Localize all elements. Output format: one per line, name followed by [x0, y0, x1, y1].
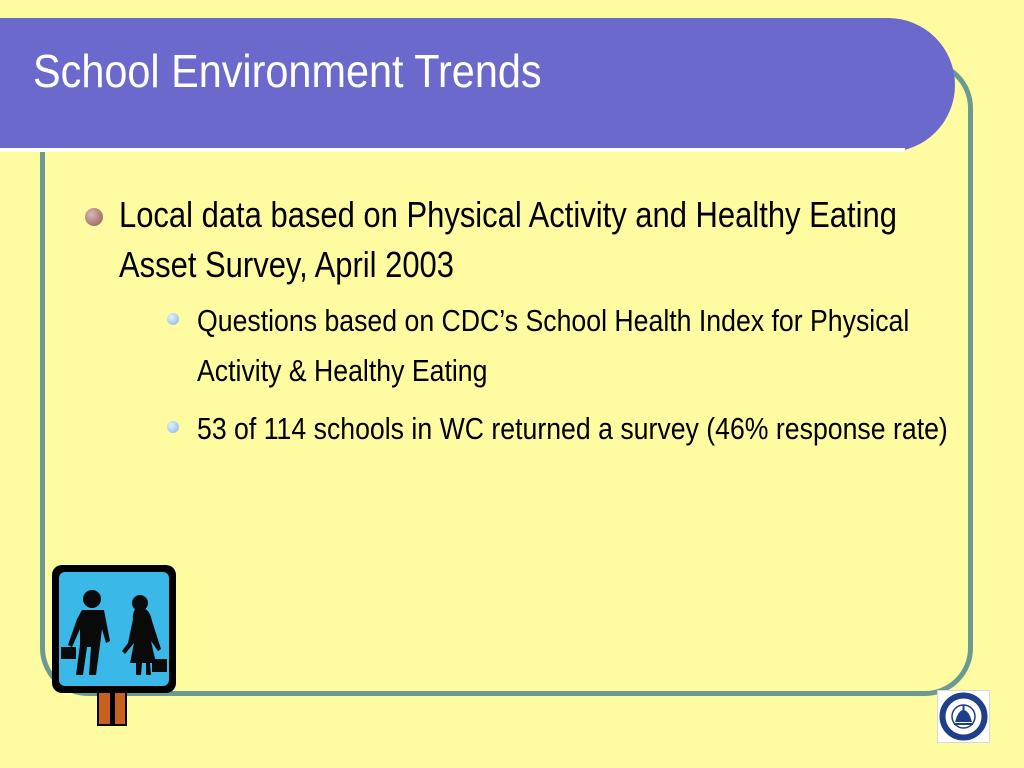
sub-bullet-item: 53 of 114 schools in WC returned a surve…	[163, 404, 975, 454]
title-band	[0, 18, 955, 152]
bullet-list: Local data based on Physical Activity an…	[85, 190, 975, 462]
sub-bullet-list: Questions based on CDC’s School Health I…	[119, 296, 975, 454]
county-seal-logo	[937, 690, 990, 743]
sub-bullet-text: Questions based on CDC’s School Health I…	[197, 303, 910, 388]
sub-bullet-text: 53 of 114 schools in WC returned a surve…	[197, 411, 948, 446]
content-frame	[40, 60, 973, 696]
sub-bullet-item: Questions based on CDC’s School Health I…	[163, 296, 975, 396]
school-crossing-sign-icon	[50, 563, 180, 730]
slide-title: School Environment Trends	[33, 45, 542, 97]
bullet-text: Local data based on Physical Activity an…	[119, 194, 897, 285]
sub-bullet-dot	[167, 421, 179, 433]
bullet-item: Local data based on Physical Activity an…	[85, 190, 975, 454]
title-underline	[0, 148, 905, 152]
bullet-dot	[85, 208, 103, 226]
sub-bullet-dot	[167, 313, 179, 325]
